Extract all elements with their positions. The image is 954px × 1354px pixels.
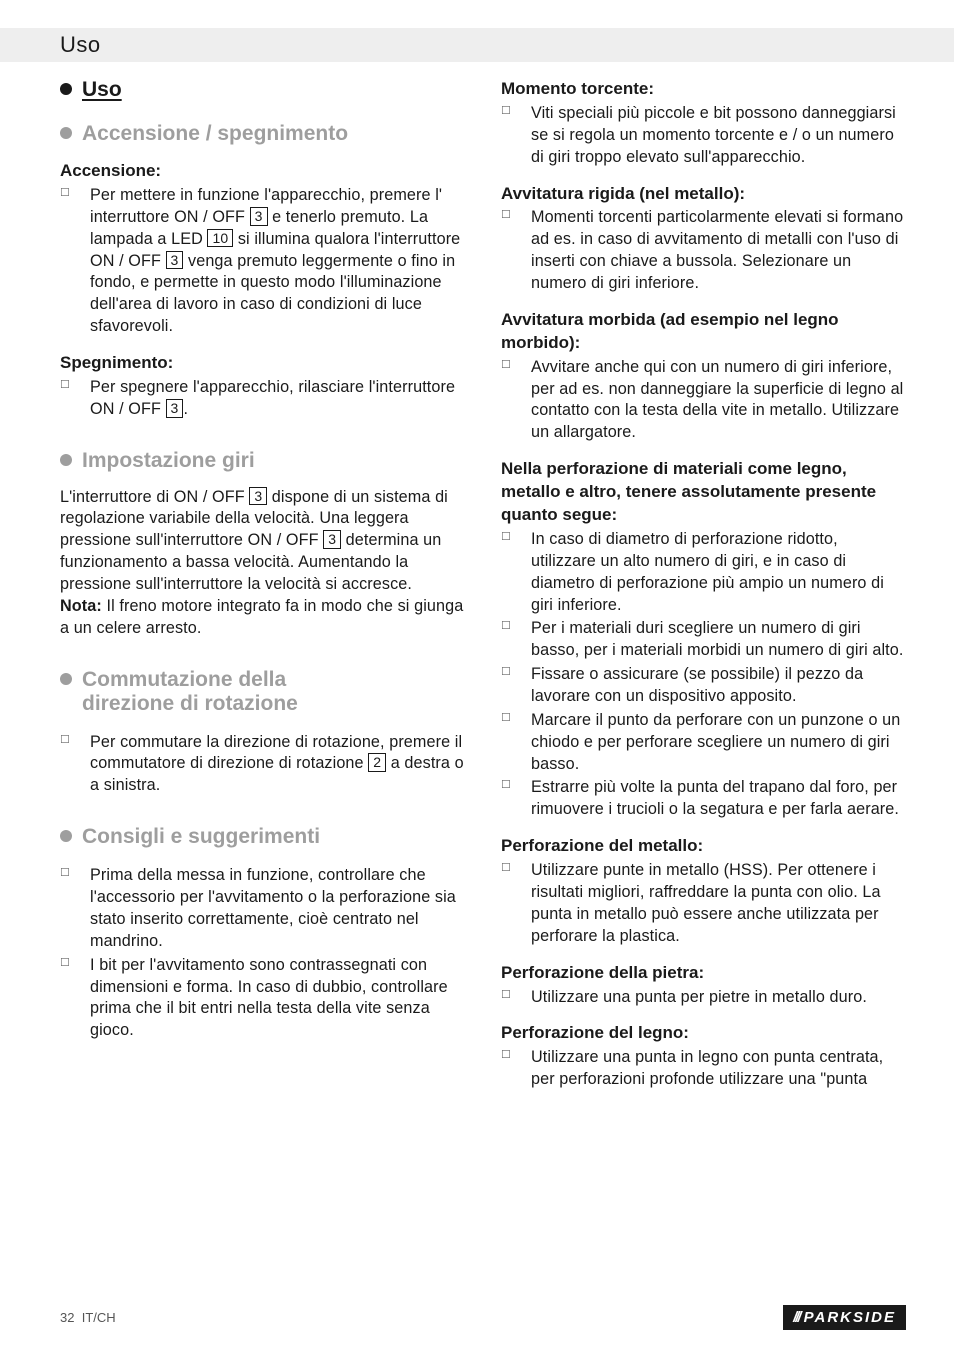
accensione-sub: Accensione: (60, 160, 465, 183)
ref-10: 10 (207, 229, 233, 248)
bullet-icon (60, 83, 72, 95)
ref-3: 3 (249, 487, 267, 506)
list-item: Estrarre più volte la punta del trapano … (501, 777, 906, 821)
momento-list: Viti speciali più piccole e bit possono … (501, 103, 906, 169)
momento-sub: Momento torcente: (501, 78, 906, 101)
footer: 32 IT/CH /// PARKSIDE (0, 1305, 954, 1330)
brand-text: PARKSIDE (804, 1309, 896, 1326)
list-item: Utilizzare una punta in legno con punta … (501, 1047, 906, 1091)
uso-heading: Uso (60, 78, 465, 102)
consigli-heading: Consigli e suggerimenti (60, 825, 465, 849)
text: L'interruttore di ON / OFF (60, 488, 249, 506)
commut-l1: Commutazione della (82, 668, 286, 691)
column-left: Uso Accensione / spegnimento Accensione:… (60, 72, 465, 1091)
list-item: Per spegnere l'apparecchio, rilasciare l… (60, 377, 465, 421)
bullet-icon (60, 673, 72, 685)
ref-3: 3 (323, 530, 341, 549)
perf-leg-sub: Perforazione del legno: (501, 1022, 906, 1045)
perf-pie-sub: Perforazione della pietra: (501, 962, 906, 985)
brand-badge: /// PARKSIDE (783, 1305, 906, 1330)
page: Uso Uso Accensione / spegnimento Accensi… (0, 0, 954, 1354)
impogiri-paragraph: L'interruttore di ON / OFF 3 dispone di … (60, 487, 465, 640)
avv-rigida-list: Momenti torcenti particolarmente elevati… (501, 207, 906, 294)
list-item: Viti speciali più piccole e bit possono … (501, 103, 906, 169)
commutazione-heading: Commutazione delladirezione di rotazione (60, 668, 465, 716)
ref-2: 2 (368, 753, 386, 772)
nota-label: Nota: (60, 597, 102, 615)
accensione-spegnimento-heading: Accensione / spegnimento (60, 122, 465, 146)
spegnimento-sub: Spegnimento: (60, 352, 465, 375)
columns: Uso Accensione / spegnimento Accensione:… (60, 72, 906, 1091)
text: Il freno motore integrato fa in modo che… (60, 597, 463, 637)
uso-heading-text: Uso (82, 78, 122, 101)
header-bar: Uso (0, 28, 954, 62)
perf-met-sub: Perforazione del metallo: (501, 835, 906, 858)
header-title: Uso (60, 32, 101, 58)
locale: IT/CH (82, 1310, 116, 1325)
consigli-list: Prima della messa in funzione, controlla… (60, 865, 465, 1042)
avv-morb-list: Avvitare anche qui con un numero di giri… (501, 357, 906, 444)
acc-spegn-text: Accensione / spegnimento (82, 122, 348, 145)
avv-morb-sub: Avvitatura morbida (ad esempio nel legno… (501, 309, 906, 355)
text: . (183, 400, 188, 418)
bullet-icon (60, 127, 72, 139)
ref-3: 3 (250, 207, 268, 226)
bullet-icon (60, 454, 72, 466)
list-item: Per mettere in funzione l'apparecchio, p… (60, 185, 465, 338)
column-right: Momento torcente: Viti speciali più picc… (501, 72, 906, 1091)
text: Per spegnere l'apparecchio, rilasciare l… (90, 378, 455, 418)
list-item: In caso di diametro di perforazione rido… (501, 529, 906, 616)
page-number: 32 IT/CH (60, 1310, 116, 1325)
list-item: Avvitare anche qui con un numero di giri… (501, 357, 906, 444)
list-item: Per i materiali duri scegliere un numero… (501, 618, 906, 662)
list-item: Momenti torcenti particolarmente elevati… (501, 207, 906, 294)
commut-list: Per commutare la direzione di rotazione,… (60, 732, 465, 798)
list-item: Per commutare la direzione di rotazione,… (60, 732, 465, 798)
list-item: Prima della messa in funzione, controlla… (60, 865, 465, 952)
perf-list: In caso di diametro di perforazione rido… (501, 529, 906, 821)
page-num: 32 (60, 1310, 74, 1325)
list-item: Marcare il punto da perforare con un pun… (501, 710, 906, 776)
consigli-text: Consigli e suggerimenti (82, 825, 320, 848)
list-item: I bit per l'avvitamento sono contrassegn… (60, 955, 465, 1042)
perf-pie-list: Utilizzare una punta per pietre in metal… (501, 987, 906, 1009)
avv-rigida-sub: Avvitatura rigida (nel metallo): (501, 183, 906, 206)
impostazione-giri-heading: Impostazione giri (60, 449, 465, 473)
ref-3: 3 (166, 251, 184, 270)
commut-l2: direzione di rotazione (82, 692, 298, 715)
perf-intro-sub: Nella perforazione di materiali come leg… (501, 458, 906, 527)
impogiri-text: Impostazione giri (82, 449, 255, 472)
list-item: Utilizzare una punta per pietre in metal… (501, 987, 906, 1009)
stripes-icon: /// (793, 1309, 800, 1326)
spegnimento-list: Per spegnere l'apparecchio, rilasciare l… (60, 377, 465, 421)
accensione-list: Per mettere in funzione l'apparecchio, p… (60, 185, 465, 338)
list-item: Fissare o assicurare (se possibile) il p… (501, 664, 906, 708)
perf-leg-list: Utilizzare una punta in legno con punta … (501, 1047, 906, 1091)
bullet-icon (60, 830, 72, 842)
perf-met-list: Utilizzare punte in metallo (HSS). Per o… (501, 860, 906, 947)
list-item: Utilizzare punte in metallo (HSS). Per o… (501, 860, 906, 947)
ref-3: 3 (166, 399, 184, 418)
